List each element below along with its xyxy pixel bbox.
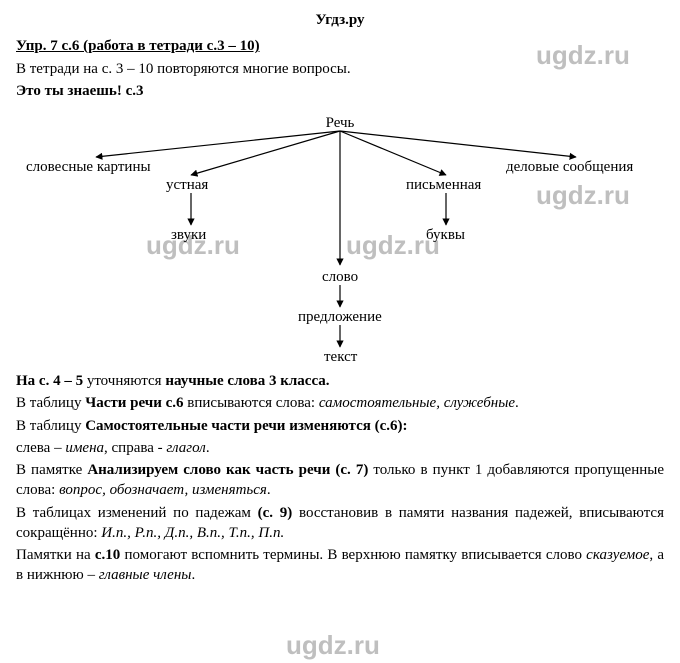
body-line4-b: , справа -	[104, 440, 166, 456]
diagram-node-delov: деловые сообщения	[506, 157, 633, 177]
diagram-lines	[16, 107, 664, 367]
body-line3-a: В таблицу	[16, 418, 85, 434]
body-line2-italic: самостоятельные, служебные	[319, 395, 515, 411]
body-line7-bold: с.10	[95, 547, 120, 563]
body-line4-i2: глагол	[166, 440, 205, 456]
body-line4-c: .	[206, 440, 210, 456]
body-line-2: В таблицу Части речи с.6 вписываются сло…	[16, 393, 664, 413]
intro-line: В тетради на с. 3 – 10 повторяются многи…	[16, 59, 664, 79]
body-line6-italic: И.п., Р.п., Д.п., В.п., Т.п., П.п.	[101, 525, 284, 541]
body-line2-c: .	[515, 395, 519, 411]
body-line-4: слева – имена, справа - глагол.	[16, 438, 664, 458]
body-line7-a: Памятки на	[16, 547, 95, 563]
exercise-heading: Упр. 7 с.6 (работа в тетради с.3 – 10)	[16, 38, 260, 54]
body-line7-b: помогают вспомнить термины. В верхнюю па…	[120, 547, 586, 563]
body-line6-bold: (с. 9)	[258, 505, 293, 521]
diagram-node-zvuki: звуки	[171, 225, 206, 245]
body-line-6: В таблицах изменений по падежам (с. 9) в…	[16, 503, 664, 544]
body-line5-italic: вопрос, обозначает, изменяться	[59, 482, 267, 498]
watermark-text: ugdz.ru	[286, 628, 380, 663]
body-line3-bold: Самостоятельные части речи изменяются (с…	[85, 418, 407, 434]
diagram-node-predl: предложение	[298, 307, 382, 327]
body-line4-i1: имена	[65, 440, 104, 456]
body-line-5: В памятке Анализируем слово как часть ре…	[16, 460, 664, 501]
diagram-edge	[340, 131, 576, 157]
body-line6-a: В таблицах изменений по падежам	[16, 505, 258, 521]
body-line5-bold: Анализируем слово как часть речи (с. 7)	[87, 462, 368, 478]
body-line-1: На с. 4 – 5 уточняются научные слова 3 к…	[16, 371, 664, 391]
body-line1-bold: научные слова 3 класса.	[165, 373, 329, 389]
diagram-node-bukvy: буквы	[426, 225, 465, 245]
diagram-node-tekst: текст	[324, 347, 357, 367]
site-title: Угдз.ру	[16, 10, 664, 30]
sub-heading: Это ты знаешь! с.3	[16, 81, 664, 101]
body-line2-a: В таблицу	[16, 395, 85, 411]
diagram-node-slovo: слово	[322, 267, 358, 287]
body-line7-d: .	[191, 567, 195, 583]
diagram-node-ustn: устная	[166, 175, 208, 195]
body-line5-c: .	[267, 482, 271, 498]
body-line7-i2: главные члены	[99, 567, 192, 583]
body-line-7: Памятки на с.10 помогают вспомнить терми…	[16, 545, 664, 586]
diagram-node-slov: словесные картины	[26, 157, 151, 177]
body-line1-prefix: На с. 4 – 5	[16, 373, 83, 389]
diagram-edge	[191, 131, 340, 175]
diagram-edge	[96, 131, 340, 157]
diagram-node-root: Речь	[326, 113, 355, 133]
body-line-3: В таблицу Самостоятельные части речи изм…	[16, 416, 664, 436]
diagram-edge	[340, 131, 446, 175]
body-line2-bold: Части речи с.6	[85, 395, 183, 411]
speech-diagram: Речь словесные картины устная письменная дел…	[16, 107, 664, 367]
body-line1-mid: уточняются	[83, 373, 165, 389]
diagram-node-pism: письменная	[406, 175, 481, 195]
body-line7-i1: сказуемое	[586, 547, 649, 563]
body-line4-a: слева –	[16, 440, 65, 456]
body-line2-b: вписываются слова:	[184, 395, 319, 411]
body-line5-a: В памятке	[16, 462, 87, 478]
